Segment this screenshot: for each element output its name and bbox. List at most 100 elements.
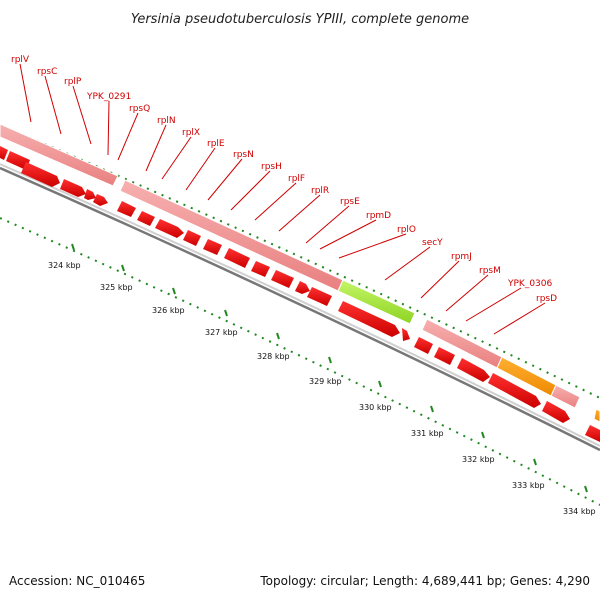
map-title: Yersinia pseudotuberculosis YPIII, compl… <box>131 12 469 27</box>
cds-arrow <box>457 358 490 382</box>
gene-label-rplN: rplN <box>157 116 176 126</box>
leader-line <box>230 170 271 211</box>
scale-labels: 324 kbp 325 kbp 326 kbp 327 kbp 328 kbp … <box>48 261 596 516</box>
gene-label-rpmJ: rpmJ <box>451 252 472 262</box>
genome-backbone-inner <box>0 163 600 447</box>
gene-label-rplP: rplP <box>64 77 82 87</box>
cds-arrow <box>271 270 294 288</box>
leader-line <box>207 158 243 201</box>
scale-major-ticks <box>71 243 588 493</box>
kbp-label-327: 327 kbp <box>205 328 238 337</box>
gene-block <box>0 123 119 187</box>
leader-line <box>107 100 110 156</box>
cds-arrow <box>0 146 8 160</box>
cds-arrow <box>93 194 108 206</box>
major-tick <box>172 287 176 295</box>
leader-line <box>384 246 431 281</box>
leader-line <box>19 63 32 123</box>
major-tick <box>121 264 125 272</box>
kbp-label-332: 332 kbp <box>462 455 495 464</box>
gene-label-YPK_0306: YPK_0306 <box>507 279 553 289</box>
major-tick <box>328 356 332 364</box>
cds-arrow <box>137 211 155 226</box>
cds-arrow <box>155 219 184 238</box>
gene-block <box>550 384 581 409</box>
cds-arrow <box>307 287 332 306</box>
cds-arrow <box>21 162 60 187</box>
major-tick <box>584 485 588 493</box>
leader-line <box>305 205 350 244</box>
cds-arrow <box>183 230 201 246</box>
leader-line <box>44 75 62 135</box>
cds-arrow <box>117 201 136 217</box>
cds-arrow <box>224 248 250 268</box>
kbp-label-326: 326 kbp <box>152 306 185 315</box>
kbp-label-328: 328 kbp <box>257 352 290 361</box>
leader-line <box>117 112 139 161</box>
gene-label-rplX: rplX <box>182 128 200 138</box>
accession-text: Accession: NC_010465 <box>9 574 146 588</box>
genome-backbone <box>0 166 600 452</box>
gene-label-rplO: rplO <box>397 225 416 235</box>
cds-arrow <box>251 261 270 277</box>
leader-line <box>278 194 321 232</box>
leader-line <box>445 274 489 312</box>
rna-block <box>337 279 416 325</box>
leader-line <box>493 302 546 335</box>
topology-text: Topology: circular; Length: 4,689,441 bp… <box>260 574 590 588</box>
cds-arrow-track <box>0 146 600 442</box>
leader-line <box>319 219 377 250</box>
cds-arrow <box>295 281 310 294</box>
cds-arrow <box>585 425 600 442</box>
cds-arrow <box>203 239 222 255</box>
gene-label-rpsQ: rpsQ <box>129 104 150 114</box>
leader-line <box>420 260 460 299</box>
kbp-label-324: 324 kbp <box>48 261 81 270</box>
gene-label-rplR: rplR <box>311 186 329 196</box>
gene-label-YPK_0291: YPK_0291 <box>86 92 131 102</box>
gene-labels: rplV rpsC rplP YPK_0291 rpsQ rplN rplX r… <box>11 55 557 304</box>
cds-arrow <box>414 337 433 354</box>
major-tick <box>481 431 485 439</box>
kbp-label-325: 325 kbp <box>100 283 133 292</box>
gene-label-rpsN: rpsN <box>233 150 254 160</box>
gene-label-rplF: rplF <box>288 174 305 184</box>
gene-label-rpsE: rpsE <box>340 197 360 207</box>
gene-leader-lines <box>19 63 546 335</box>
cds-arrow <box>402 328 410 341</box>
leader-line <box>72 85 92 145</box>
kbp-label-331: 331 kbp <box>411 429 444 438</box>
orange-block <box>593 408 600 423</box>
leader-line <box>338 233 407 259</box>
gene-block-track <box>0 123 600 423</box>
major-tick <box>533 458 537 466</box>
cds-arrow <box>84 189 96 200</box>
gene-label-rpsC: rpsC <box>37 67 57 77</box>
kbp-label-330: 330 kbp <box>359 403 392 412</box>
kbp-label-334: 334 kbp <box>563 507 596 516</box>
leader-line <box>145 124 167 172</box>
leader-line <box>185 147 216 191</box>
kbp-label-333: 333 kbp <box>512 481 545 490</box>
gene-label-rpsH: rpsH <box>261 162 282 172</box>
cds-arrow <box>542 401 570 423</box>
major-tick <box>378 380 382 388</box>
major-tick <box>430 405 434 413</box>
leader-line <box>161 136 192 180</box>
cds-arrow <box>338 301 400 337</box>
cds-arrow <box>60 179 86 197</box>
cds-arrow <box>488 373 541 408</box>
gene-label-rpsD: rpsD <box>536 294 557 304</box>
gene-label-secY: secY <box>422 238 443 248</box>
major-tick <box>276 332 280 340</box>
major-tick <box>71 243 75 251</box>
gene-label-rpsM: rpsM <box>479 266 501 276</box>
cds-arrow <box>434 347 455 365</box>
kbp-label-329: 329 kbp <box>309 377 342 386</box>
leader-line <box>465 287 522 322</box>
major-tick <box>224 309 228 317</box>
cds-arrow <box>6 151 30 170</box>
gene-label-rplV: rplV <box>11 55 30 65</box>
leader-line <box>254 182 297 221</box>
